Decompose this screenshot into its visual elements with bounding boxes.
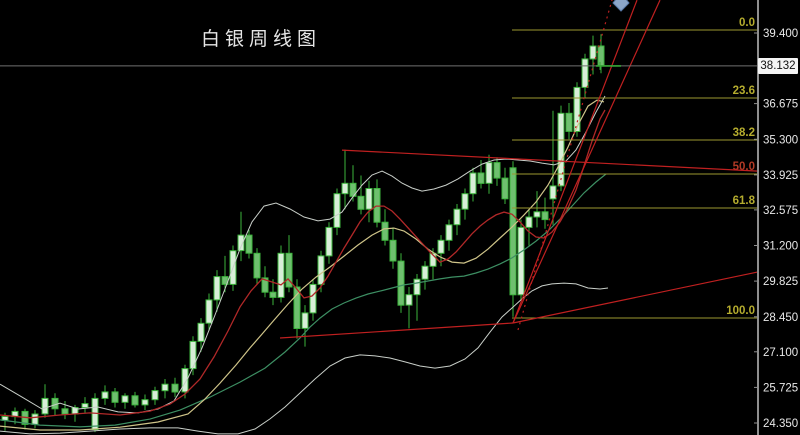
candle xyxy=(509,161,517,317)
axis-price-label: 35.300 xyxy=(763,134,798,146)
candle xyxy=(269,279,277,306)
candle xyxy=(341,149,349,210)
candle xyxy=(189,336,197,376)
candle xyxy=(549,110,557,225)
axis-price-label: 25.725 xyxy=(763,382,798,394)
red-moving-average xyxy=(0,109,606,419)
axis-price-label: 36.675 xyxy=(763,99,798,111)
candle xyxy=(589,35,597,75)
candle xyxy=(181,364,189,399)
candle xyxy=(525,209,533,246)
bollinger-lower-band xyxy=(0,282,609,435)
candle xyxy=(413,274,421,321)
candle xyxy=(541,197,549,229)
axis-price-label: 27.100 xyxy=(763,347,798,359)
candle xyxy=(21,408,29,430)
candle xyxy=(309,279,317,321)
candle xyxy=(111,388,119,408)
indicator-overlays xyxy=(0,95,609,435)
candle xyxy=(381,209,389,246)
axis-price-label: 28.450 xyxy=(763,312,798,324)
trendline-steep-channel-right[interactable] xyxy=(512,0,661,324)
candles-layer xyxy=(1,34,605,433)
axis-price-label: 33.925 xyxy=(763,170,798,182)
candle xyxy=(557,105,565,192)
candle xyxy=(365,180,373,223)
candle xyxy=(151,386,159,405)
candle xyxy=(141,394,149,411)
candle xyxy=(161,379,169,399)
candle xyxy=(397,253,405,313)
candle xyxy=(373,179,381,228)
candle xyxy=(493,157,501,186)
chart-title: 白银周线图 xyxy=(201,28,322,50)
candle xyxy=(301,305,309,347)
candle xyxy=(221,255,229,293)
candle xyxy=(445,219,453,251)
arrow-diamond-marker[interactable] xyxy=(612,0,630,12)
candle xyxy=(41,384,49,418)
fib-level-label: 38.2 xyxy=(733,127,755,139)
trendline-support-extension-ray[interactable] xyxy=(512,271,759,324)
axis-price-label: 32.575 xyxy=(763,205,798,217)
candle xyxy=(469,167,477,202)
candle xyxy=(461,188,469,220)
candle xyxy=(517,219,525,300)
axis-price-label: 39.400 xyxy=(763,28,798,40)
candle xyxy=(261,266,269,298)
candle xyxy=(285,235,293,293)
candle xyxy=(357,175,365,215)
candle xyxy=(205,293,213,331)
candle xyxy=(293,279,301,339)
candle xyxy=(101,385,109,405)
trendlines[interactable] xyxy=(279,0,759,339)
axis-price-label: 29.825 xyxy=(763,276,798,288)
candle xyxy=(213,270,221,312)
candle xyxy=(333,188,341,236)
candle xyxy=(453,204,461,236)
candle xyxy=(581,53,589,98)
candle xyxy=(501,167,509,204)
candle xyxy=(429,248,437,280)
candle xyxy=(389,227,397,269)
candle xyxy=(325,222,333,264)
candle xyxy=(197,318,205,352)
candle xyxy=(253,248,261,285)
candle xyxy=(31,410,39,429)
trendline-steep-channel-left[interactable] xyxy=(512,0,638,324)
fib-level-label: 61.8 xyxy=(733,195,756,207)
axis-price-label: 31.200 xyxy=(763,241,798,253)
current-price-label: 38.132 xyxy=(758,58,798,74)
candle xyxy=(237,211,245,262)
candle xyxy=(533,191,541,228)
candle xyxy=(171,377,179,398)
trendline-ascending-support[interactable] xyxy=(279,322,514,339)
candle xyxy=(245,230,253,259)
candle xyxy=(405,287,413,329)
candle xyxy=(277,245,285,303)
candle xyxy=(131,391,139,408)
fib-level-label: 100.0 xyxy=(726,305,755,317)
candle xyxy=(421,261,429,290)
trendline-descending-resistance[interactable] xyxy=(341,149,759,172)
fib-level-label: 23.6 xyxy=(733,85,755,97)
teal-moving-average xyxy=(0,173,607,428)
candle xyxy=(317,250,325,293)
candle xyxy=(565,103,573,140)
axis-price-label: 24.350 xyxy=(763,418,798,430)
candle xyxy=(121,393,129,409)
yellow-moving-average xyxy=(0,99,605,431)
candle xyxy=(81,397,89,413)
fib-level-label: 0.0 xyxy=(739,17,755,29)
